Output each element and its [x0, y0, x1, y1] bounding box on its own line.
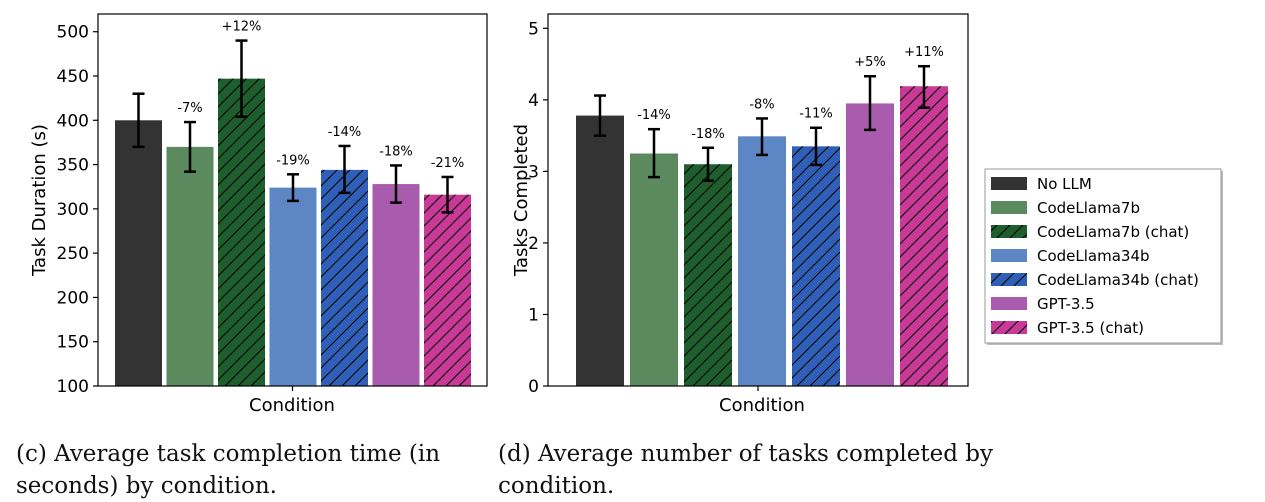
legend-swatch	[991, 201, 1027, 214]
x-axis-label: Condition	[719, 395, 805, 416]
legend-label: CodeLlama34b	[1037, 247, 1150, 265]
bar-annotation: -18%	[379, 144, 413, 159]
bar-hatch	[684, 164, 732, 386]
y-tick-label: 200	[57, 288, 89, 308]
bar	[115, 120, 162, 387]
tasks-completed-chart: -14% -18% -8% -11% +5% +11% 0 1 2 3 4 5 Condition Tas…	[511, 13, 969, 416]
legend-label: GPT-3.5 (chat)	[1037, 319, 1144, 337]
bar-annotation: -18%	[691, 127, 725, 142]
bar-hatch	[321, 169, 368, 386]
bar	[269, 187, 317, 386]
bar-annotation: +12%	[222, 20, 262, 35]
y-tick-label: 250	[57, 244, 89, 264]
y-tick-label: 100	[57, 377, 89, 397]
bar-hatch	[424, 194, 471, 386]
bar	[576, 115, 624, 386]
y-tick-label: 5	[528, 19, 539, 39]
bar-hatch	[218, 78, 265, 387]
legend-label: CodeLlama7b (chat)	[1037, 223, 1189, 241]
bar-annotation: -21%	[431, 156, 465, 171]
bar-hatch	[792, 146, 840, 386]
bar	[738, 136, 786, 386]
y-tick-label: 150	[57, 333, 89, 353]
legend-swatch	[991, 177, 1027, 190]
x-axis-label: Condition	[249, 395, 335, 416]
legend: No LLM CodeLlama7b CodeLlama7b (chat) CodeL…	[984, 168, 1223, 345]
bar-annotation: +5%	[854, 55, 886, 70]
bar-annotation: -7%	[177, 101, 202, 116]
task-duration-chart: -7% +12% -19% -14% -18% -21% 100 150 200 250 300 35…	[29, 13, 488, 416]
bar	[372, 184, 420, 386]
legend-swatch	[991, 249, 1027, 262]
bar-annotation: -8%	[749, 97, 774, 112]
y-axis-label: Task Duration (s)	[29, 124, 50, 277]
y-tick-label: 350	[57, 156, 89, 176]
caption-d: (d) Average number of tasks completed by…	[498, 441, 994, 499]
bar-annotation: -11%	[799, 107, 833, 122]
y-tick-label: 450	[57, 67, 89, 87]
legend-label: CodeLlama34b (chat)	[1037, 271, 1199, 289]
y-tick-label: 300	[57, 200, 89, 220]
y-axis-label: Tasks Completed	[511, 124, 532, 277]
caption-c: (c) Average task completion time (in sec…	[16, 441, 441, 499]
y-tick-label: 500	[57, 23, 89, 43]
bar	[630, 153, 678, 386]
legend-swatch-hatch	[991, 273, 1027, 286]
y-tick-label: 0	[528, 377, 539, 397]
bar-annotation: -14%	[637, 108, 671, 123]
legend-swatch-hatch	[991, 225, 1027, 238]
bar-annotation: -14%	[328, 125, 362, 140]
bar-annotation: -19%	[276, 153, 310, 168]
legend-swatch-hatch	[991, 321, 1027, 334]
legend-label: GPT-3.5	[1037, 295, 1095, 313]
y-tick-label: 4	[528, 91, 539, 111]
y-tick-label: 3	[528, 162, 539, 182]
bar-annotation: +11%	[904, 45, 944, 60]
bar-hatch	[900, 86, 948, 386]
y-tick-label: 1	[528, 305, 539, 325]
legend-label: No LLM	[1037, 175, 1092, 193]
bar	[166, 146, 214, 386]
bar	[846, 103, 894, 386]
legend-swatch	[991, 297, 1027, 310]
y-tick-label: 2	[528, 234, 539, 254]
legend-label: CodeLlama7b	[1037, 199, 1140, 217]
y-tick-label: 400	[57, 111, 89, 131]
